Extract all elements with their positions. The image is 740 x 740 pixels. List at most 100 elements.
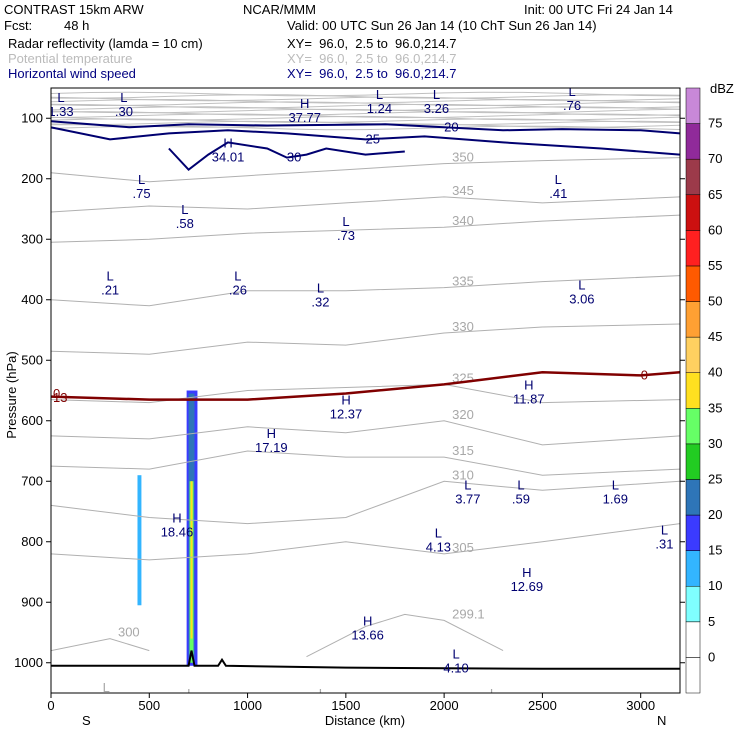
theta-contour-label: 340	[452, 213, 474, 228]
colorbar-label: 20	[708, 507, 722, 522]
wind-contour-label: 30	[287, 150, 301, 165]
y-tick-label: 600	[21, 413, 43, 428]
reflectivity-cell	[190, 481, 193, 639]
strat-theta-line	[51, 91, 680, 97]
strat-theta-line	[51, 101, 680, 107]
theta-contour	[51, 480, 680, 525]
extremum-value: 17.19	[255, 440, 288, 455]
colorbar-label: 40	[708, 365, 722, 380]
x-tick-label: 500	[138, 698, 160, 713]
extremum-value: 1.69	[603, 491, 628, 506]
terrain-line	[51, 650, 680, 670]
extremum-value: .30	[115, 104, 133, 119]
extremum-kind: H	[223, 136, 232, 151]
colorbar-label: 60	[708, 222, 722, 237]
field-name-theta: Potential temperature	[8, 51, 133, 66]
extremum-value: 37.77	[288, 110, 321, 125]
theta-contour-label: 310	[452, 467, 474, 482]
x-tick-label: 3000	[626, 698, 655, 713]
theta-contour-label: 330	[452, 319, 474, 334]
wind-contour-label: 20	[444, 119, 458, 134]
y-tick-label: 900	[21, 594, 43, 609]
strat-theta-line	[51, 113, 680, 119]
extremum-kind: L	[464, 477, 471, 492]
colorbar-label: 35	[708, 400, 722, 415]
extremum-kind: L	[187, 686, 194, 701]
colorbar-label: 15	[708, 543, 722, 558]
forecast-hours: 48 h	[64, 18, 90, 33]
colorbar-swatch	[685, 301, 701, 338]
extremum-value: 1.33	[48, 104, 73, 119]
colorbar-swatch	[685, 372, 701, 409]
colorbar-label: 50	[708, 294, 722, 309]
extremum-kind: H	[172, 511, 181, 526]
extremum-kind: L	[568, 84, 575, 99]
extremum-value: .73	[337, 228, 355, 243]
x-tick-label: 2000	[430, 698, 459, 713]
theta-contour	[51, 638, 150, 652]
extremum-kind: L	[612, 477, 619, 492]
terrain-line	[51, 650, 680, 670]
strat-theta-line	[51, 115, 680, 121]
field-name-reflectivity: Radar reflectivity (lamda = 10 cm)	[8, 36, 203, 51]
extremum-kind: L	[578, 278, 585, 293]
wind-contour	[51, 120, 680, 135]
wind-contour-label: 25	[366, 131, 380, 146]
colorbar-swatch	[685, 265, 701, 302]
colorbar-label: 5	[708, 614, 715, 629]
theta-contour-label: 299.1	[452, 606, 485, 621]
field-name-wind: Horizontal wind speed	[8, 66, 136, 81]
extremum-value: 4.13	[426, 540, 451, 555]
theta-contour-label: 305	[452, 540, 474, 555]
reflectivity-fill	[137, 390, 198, 666]
y-axis-title: Pressure (hPa)	[4, 351, 19, 438]
colorbar-swatch	[685, 479, 701, 516]
extremum-value: .26	[229, 283, 247, 298]
y-tick-label: 100	[21, 110, 43, 125]
colorbar: 0 5 10 15 20 25 30 35 40 45 50 55 60 65 70 75	[685, 87, 722, 694]
y-tick-label: 400	[21, 292, 43, 307]
colorbar-swatch	[685, 87, 701, 124]
extremum-value: .75	[133, 186, 151, 201]
colorbar-swatch	[685, 514, 701, 551]
extremum-value: .31	[655, 537, 673, 552]
freezing-level-line	[51, 371, 680, 401]
extremum-value: 11.87	[513, 392, 545, 407]
forecast-label: Fcst:	[4, 18, 33, 33]
theta-contour-label: 335	[452, 274, 474, 289]
theta-contour	[51, 523, 680, 561]
left-edge-label: 0	[53, 386, 60, 401]
extremum-value: 300	[95, 694, 117, 709]
extremum-value: .76	[563, 98, 581, 113]
colorbar-swatch	[685, 408, 701, 445]
extremum-value: 12.69	[511, 579, 544, 594]
x-tick-label: 0	[47, 698, 54, 713]
extremum-kind: L	[555, 172, 562, 187]
theta-contour-label: 345	[452, 183, 474, 198]
extremum-value: 299	[180, 700, 202, 715]
extremum-kind: L	[452, 647, 459, 662]
theta-contour	[306, 613, 504, 658]
freezing-level-label: 0	[641, 367, 648, 382]
init-time: Init: 00 UTC Fri 24 Jan 14	[524, 2, 673, 17]
y-tick-label: 200	[21, 171, 43, 186]
extremum-kind: L	[435, 526, 442, 541]
y-tick-label: 1000	[14, 655, 43, 670]
wind-contour	[168, 141, 405, 172]
colorbar-swatch	[685, 585, 701, 623]
extremum-value: 18.46	[161, 525, 194, 540]
extremum-value: .59	[512, 491, 530, 506]
extremum-value: 299.2	[477, 700, 510, 715]
y-tick-label: 500	[21, 352, 43, 367]
strat-theta-line	[51, 103, 680, 109]
theta-contour	[51, 323, 680, 355]
x-tick-label: 2500	[528, 698, 557, 713]
extremum-value: .32	[311, 295, 329, 310]
extremum-value: 1.24	[367, 101, 392, 116]
extremum-kind: H	[524, 378, 533, 393]
reflectivity-cell	[137, 475, 142, 606]
theta-contour-label: 320	[452, 407, 474, 422]
